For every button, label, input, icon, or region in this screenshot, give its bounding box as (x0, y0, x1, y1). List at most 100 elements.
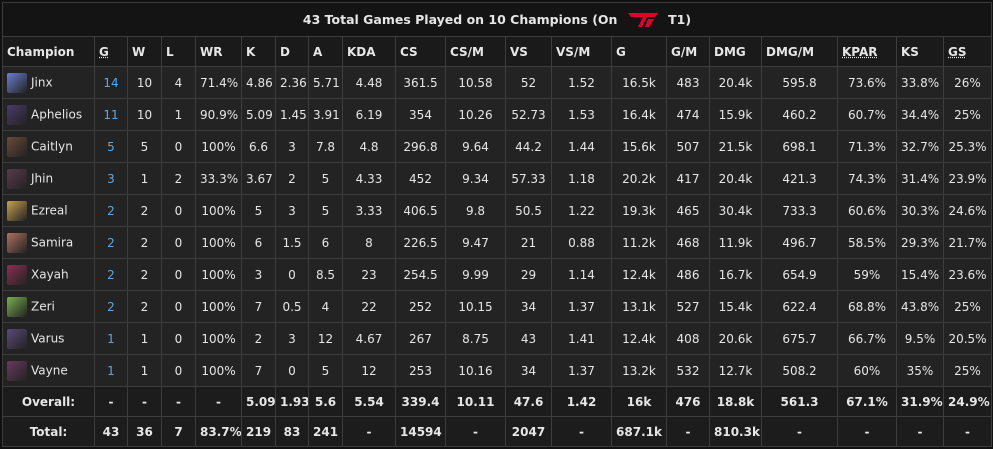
column-header[interactable]: WR (195, 36, 242, 67)
stat-cell: 68.8% (837, 290, 897, 323)
summary-cell: 339.4 (395, 386, 446, 417)
stat-cell: 733.3 (761, 194, 838, 227)
stat-cell: 23 (342, 258, 396, 291)
summary-cell: 810.3k (709, 416, 762, 447)
stat-cell: 1.45 (275, 98, 309, 131)
stat-cell: 50.5 (505, 194, 552, 227)
games-link[interactable]: 2 (107, 267, 115, 282)
stat-cell: 10 (127, 66, 162, 99)
games-link[interactable]: 14 (103, 75, 119, 90)
stat-cell: 16.4k (611, 98, 667, 131)
stat-cell: 30.3% (896, 194, 944, 227)
stat-cell: 508.2 (761, 354, 838, 387)
games-link[interactable]: 1 (107, 363, 115, 378)
summary-cell: - (551, 416, 612, 447)
summary-cell: 7 (161, 416, 196, 447)
games-link[interactable]: 2 (107, 203, 115, 218)
column-header[interactable]: L (161, 36, 196, 67)
column-header[interactable]: CS (395, 36, 446, 67)
champion-row: Jinx 14 10 4 71.4% 4.86 2.36 5.71 4.48 361.5 10.58… (2, 66, 992, 99)
stat-cell: 29.3% (896, 226, 944, 259)
stat-cell: 4.86 (241, 66, 276, 99)
header-label: VS (510, 44, 528, 59)
stat-cell: 483 (666, 66, 710, 99)
stat-cell: 2 (127, 194, 162, 227)
stat-cell: 60.6% (837, 194, 897, 227)
column-header[interactable]: KDA (342, 36, 396, 67)
summary-cell: - (161, 386, 196, 417)
stat-cell: 100% (195, 354, 242, 387)
stat-cell: 2 (241, 322, 276, 355)
column-header[interactable]: DMG (709, 36, 762, 67)
stat-cell: 73.6% (837, 66, 897, 99)
champion-icon (7, 296, 27, 317)
stat-cell: 20.4k (709, 162, 762, 195)
column-header[interactable]: VS/M (551, 36, 612, 67)
stat-cell: 1 (94, 354, 128, 387)
summary-cell: - (127, 386, 162, 417)
stat-cell: 2 (161, 162, 196, 195)
summary-cell: - (943, 416, 992, 447)
stat-cell: 468 (666, 226, 710, 259)
column-header[interactable]: DMG/M (761, 36, 838, 67)
champion-name: Jinx (31, 75, 53, 89)
stat-cell: 15.6k (611, 130, 667, 163)
overall-row: Overall: - - - -5.09 1.93 5.6 5.54 339.4 10.11 47.… (2, 386, 992, 417)
champion-icon (7, 136, 27, 157)
stat-cell: 43 (505, 322, 552, 355)
column-header[interactable]: KS (896, 36, 944, 67)
stat-cell: 9.5% (896, 322, 944, 355)
stat-cell: 44.2 (505, 130, 552, 163)
column-header[interactable]: KPAR (837, 36, 897, 67)
stat-cell: 1 (161, 98, 196, 131)
stat-cell: 9.47 (445, 226, 506, 259)
stat-cell: 0 (161, 226, 196, 259)
stat-cell: 1 (94, 322, 128, 355)
summary-cell: - (666, 416, 710, 447)
stat-cell: 13.1k (611, 290, 667, 323)
stat-cell: 5 (241, 194, 276, 227)
games-link[interactable]: 5 (107, 139, 115, 154)
stat-cell: 0 (161, 194, 196, 227)
column-header[interactable]: W (127, 36, 162, 67)
champion-cell: Jhin (2, 162, 95, 195)
stat-cell: 3 (275, 322, 309, 355)
stat-cell: 60.7% (837, 98, 897, 131)
summary-cell: 18.8k (709, 386, 762, 417)
stat-cell: 12 (308, 322, 343, 355)
team-logo (627, 13, 658, 28)
champion-icon (7, 328, 27, 349)
stat-cell: 52.73 (505, 98, 552, 131)
column-header[interactable]: K (241, 36, 276, 67)
games-link[interactable]: 3 (107, 171, 115, 186)
stat-cell: 253 (395, 354, 446, 387)
column-header[interactable]: Champion (2, 36, 95, 67)
games-link[interactable]: 2 (107, 235, 115, 250)
column-header[interactable]: CS/M (445, 36, 506, 67)
summary-cell: 47.6 (505, 386, 552, 417)
games-link[interactable]: 1 (107, 331, 115, 346)
column-header[interactable]: VS (505, 36, 552, 67)
champion-row: Xayah 2 2 0 100% 3 0 8.5 23 254.5 9.99 29 1.14 12.4k 4… (2, 258, 992, 291)
stat-cell: 408 (666, 322, 710, 355)
stat-cell: 15.4k (709, 290, 762, 323)
column-header[interactable]: A (308, 36, 343, 67)
column-header[interactable]: G (611, 36, 667, 67)
games-link[interactable]: 2 (107, 299, 115, 314)
stat-cell: 59% (837, 258, 897, 291)
column-header[interactable]: D (275, 36, 309, 67)
stat-cell: 3.67 (241, 162, 276, 195)
column-header[interactable]: G/M (666, 36, 710, 67)
stat-cell: 4.48 (342, 66, 396, 99)
stat-cell: 11.2k (611, 226, 667, 259)
table-title: 43 Total Games Played on 10 Champions (O… (2, 2, 992, 37)
stat-cell: 34.4% (896, 98, 944, 131)
stat-cell: 4.8 (342, 130, 396, 163)
champion-row: Varus 1 1 0 100% 2 3 12 4.67 267 8.75 43 1.41 12.4k 40… (2, 322, 992, 355)
games-link[interactable]: 11 (103, 107, 119, 122)
summary-cell: - (195, 386, 242, 417)
stat-cell: 1.5 (275, 226, 309, 259)
column-header[interactable]: G (94, 36, 128, 67)
column-header[interactable]: GS (943, 36, 992, 67)
